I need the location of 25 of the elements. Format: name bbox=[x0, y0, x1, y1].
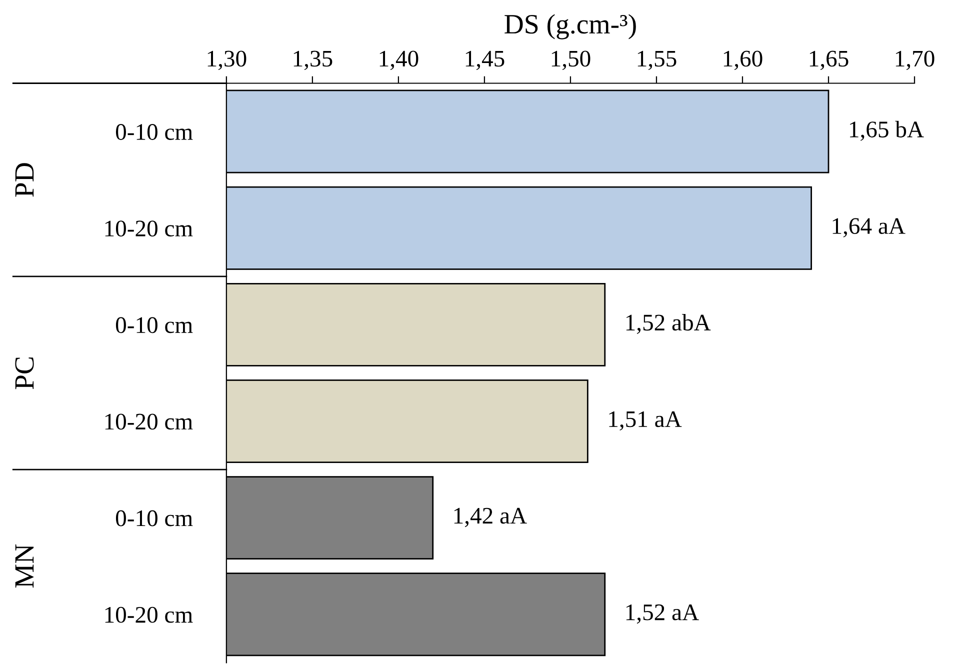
y-tick-label: 0-10 cm bbox=[116, 510, 193, 526]
x-axis-title: DS (g.cm-³) bbox=[504, 14, 636, 40]
data-label: 1,52 abA bbox=[626, 314, 711, 334]
y-tick-label: 0-10 cm bbox=[116, 124, 193, 140]
x-tick-label: 1,40 bbox=[380, 50, 418, 70]
x-tick-label: 1,55 bbox=[638, 50, 676, 70]
x-tick-label: 1,65 bbox=[810, 50, 848, 70]
x-tick-label: 1,45 bbox=[466, 50, 504, 70]
text: PD bbox=[15, 163, 34, 197]
x-tick-label: 1,60 bbox=[724, 50, 762, 70]
data-label: 1,42 aA bbox=[454, 508, 527, 528]
text: PC bbox=[15, 358, 34, 390]
y-tick-label: 10-20 cm bbox=[105, 414, 193, 430]
text: MN bbox=[15, 544, 34, 588]
x-tick-label: 1,30 bbox=[208, 50, 246, 70]
data-label: 1,52 aA bbox=[626, 604, 699, 624]
data-label: 1,51 aA bbox=[609, 411, 682, 431]
x-tick-label: 1,70 bbox=[896, 50, 934, 70]
data-label: 1,64 aA bbox=[832, 218, 906, 238]
data-label: 1,65 bA bbox=[850, 120, 924, 141]
y-tick-label: 10-20 cm bbox=[105, 220, 193, 237]
y-tick-label: 0-10 cm bbox=[116, 317, 193, 334]
x-tick-label: 1,35 bbox=[294, 50, 332, 70]
x-tick-label: 1,50 bbox=[552, 50, 590, 70]
y-tick-label: 10-20 cm bbox=[105, 606, 193, 623]
